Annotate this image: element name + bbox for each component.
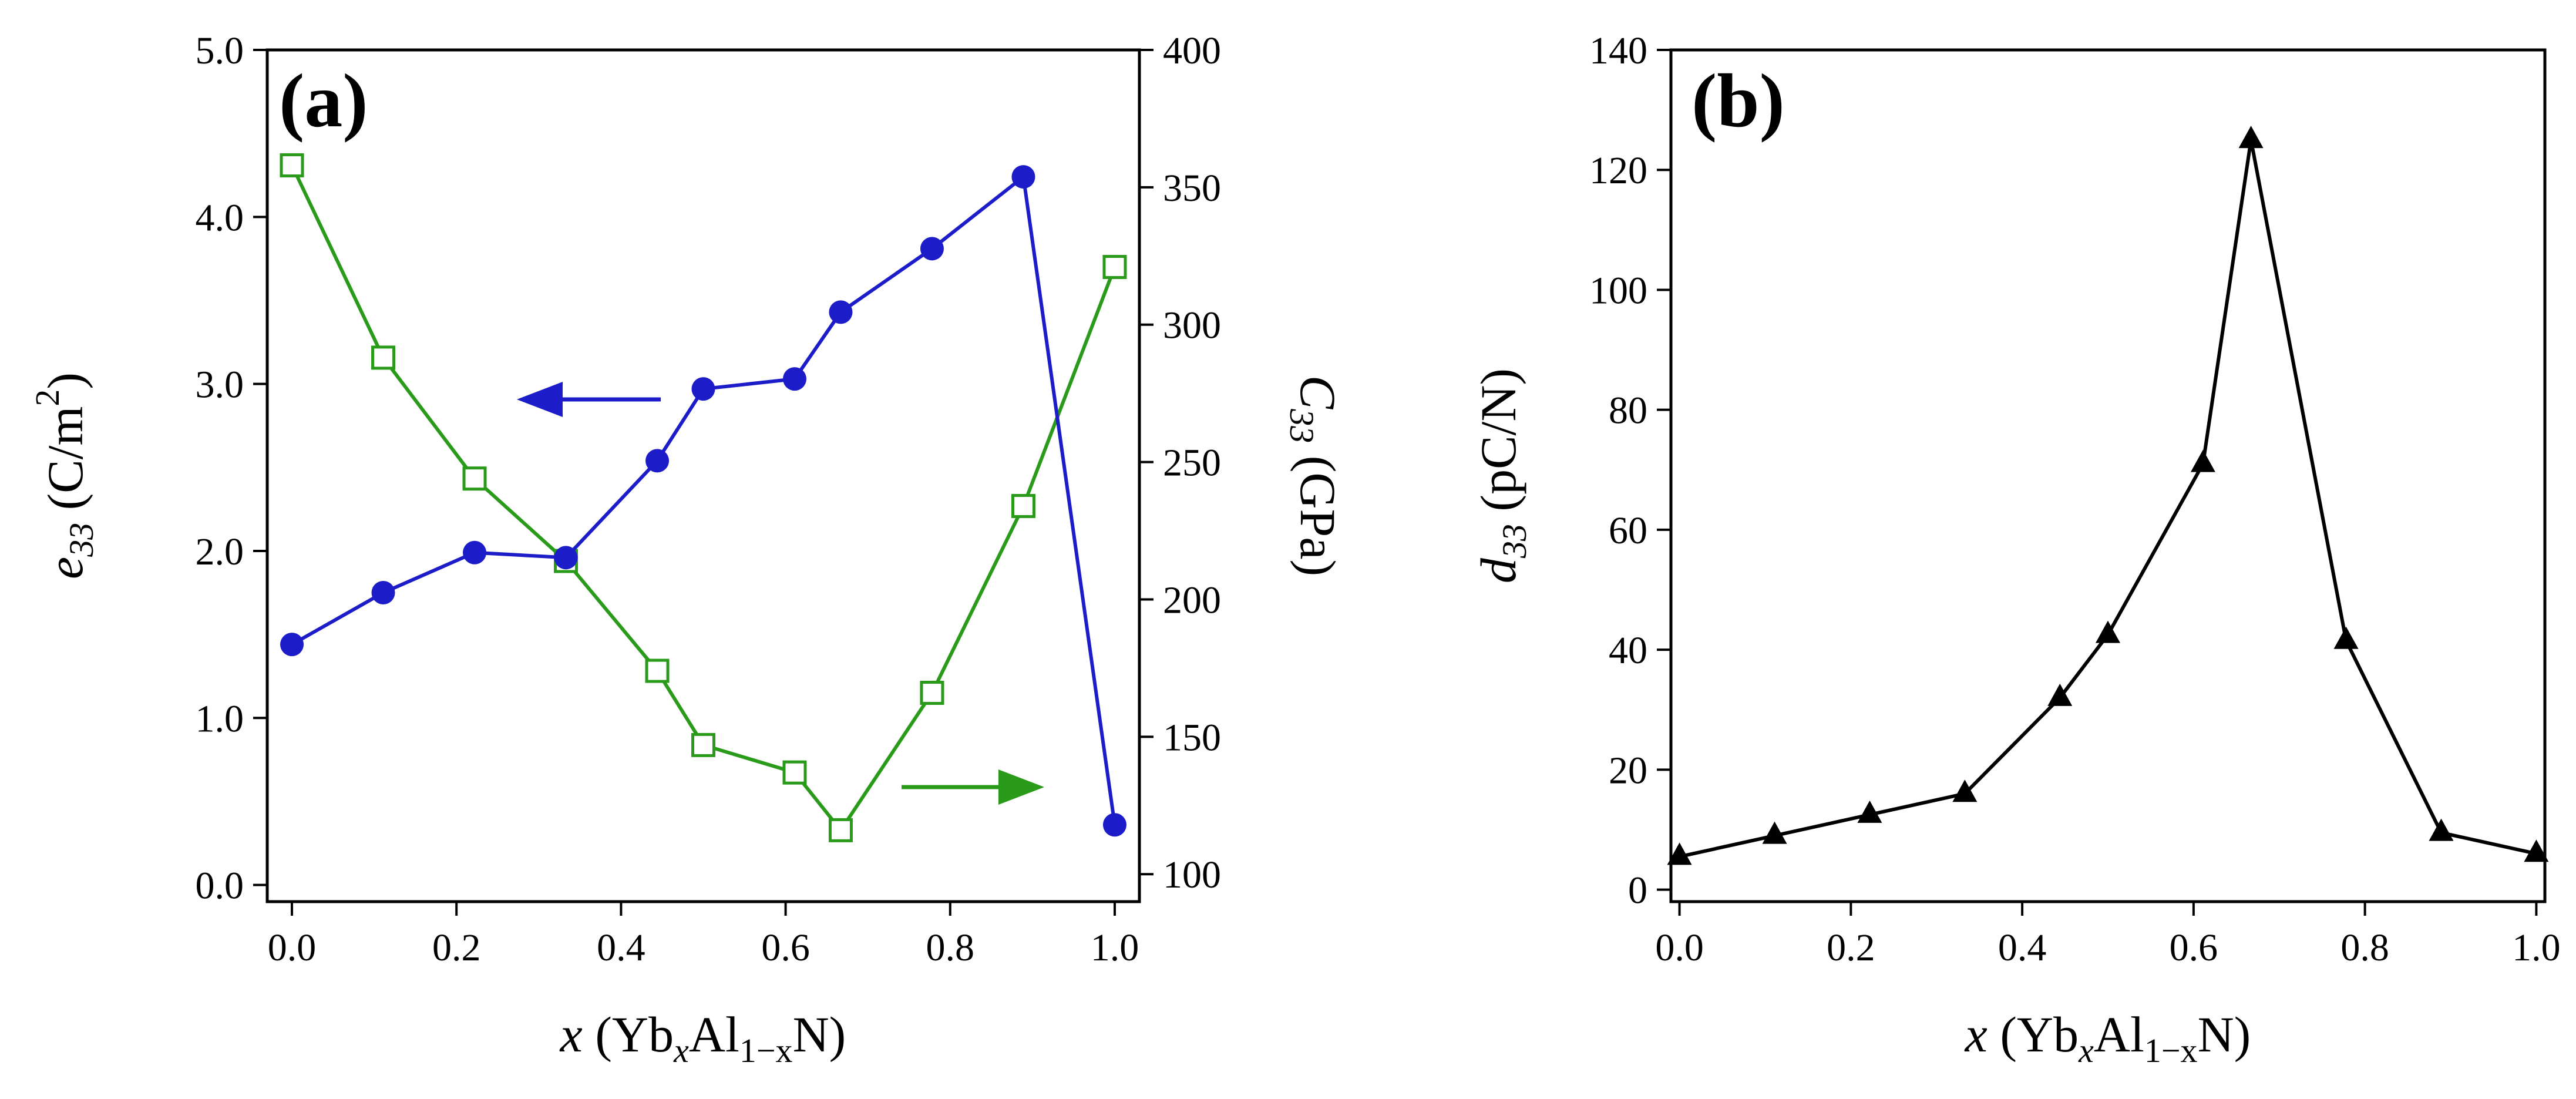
panel-a-left-y-tick-label: 2.0	[196, 530, 244, 573]
panel-a-left-y-tick-label: 0.0	[196, 865, 244, 908]
c33-right-axis-arrowhead	[998, 769, 1044, 805]
panel-a-arrows	[517, 382, 1044, 805]
panel-b-x-axis-title: x (YbxAl1−xN)	[1964, 1006, 2251, 1070]
panel-a-x-tick-label: 0.2	[432, 926, 481, 969]
panel-a-right-y-tick-label: 150	[1163, 716, 1221, 759]
panel-a-x-tick-label: 1.0	[1091, 926, 1139, 969]
e33-series-point	[1011, 165, 1035, 189]
panel-b-y-tick-label: 40	[1609, 629, 1647, 672]
panel-a-x-axis-title: x (YbxAl1−xN)	[559, 1006, 846, 1070]
d33-series-point	[2096, 620, 2120, 643]
panel-a-right-y-tick-label: 400	[1163, 29, 1221, 72]
panel-b-x-tick-label: 1.0	[2512, 926, 2561, 969]
panel-a-right-y-tick-label: 300	[1163, 304, 1221, 347]
c33-series-point	[371, 345, 396, 370]
c33-series-point	[462, 466, 487, 491]
panel-b-y-tick-label: 120	[1589, 149, 1647, 192]
panel-a-right-y-axis-title: C33 (GPa)	[1283, 375, 1346, 576]
c33-series-point	[782, 760, 807, 785]
panel-a-x-tick-label: 0.6	[761, 926, 810, 969]
panel-b-y-tick-label: 140	[1589, 29, 1647, 72]
panel-b-y-tick-label: 20	[1609, 749, 1647, 792]
panel-b-y-axis-title: d33 (pC/N)	[1470, 368, 1534, 583]
e33-series-point	[829, 300, 853, 324]
panel-b-x-tick-label: 0.0	[1655, 926, 1704, 969]
e33-series-line	[291, 175, 1117, 825]
panel-b-plot-frame	[1669, 48, 2547, 903]
e33-left-axis-arrowhead	[517, 382, 563, 417]
e33-series-point	[371, 581, 395, 605]
panel-a-label: (a)	[279, 59, 368, 143]
d33-series-point	[2429, 818, 2454, 841]
d33-series-point	[1857, 800, 1882, 823]
panel-a-plot-frame	[265, 48, 1141, 903]
panel-b-series	[1667, 126, 2549, 865]
panel-a-left-y-axis-title: e33 (C/m2)	[28, 372, 100, 579]
panel-a-right-y-ticks: 100 150 200 250 300 350 400	[1139, 29, 1221, 896]
e33-series-point	[280, 633, 304, 657]
d33-series-point	[2238, 126, 2264, 149]
panel-b-y-tick-label: 80	[1609, 389, 1647, 432]
c33-series-point	[1011, 493, 1035, 518]
d33-series-line	[1679, 138, 2537, 859]
e33-series-point	[1102, 813, 1126, 837]
panel-a-left-y-tick-label: 3.0	[196, 364, 244, 406]
panel-b-y-tick-label: 0	[1628, 869, 1647, 912]
d33-series-point	[2190, 449, 2215, 472]
e33-series-point	[554, 546, 578, 570]
panel-a-right-y-tick-label: 100	[1163, 853, 1221, 896]
panel-b-x-tick-label: 0.8	[2340, 926, 2389, 969]
e33-series-point	[463, 540, 487, 564]
panel-a-right-y-tick-label: 250	[1163, 442, 1221, 485]
panel-a-left-y-tick-label: 5.0	[196, 29, 244, 72]
c33-series-point	[1102, 255, 1127, 280]
d33-series-point	[2047, 683, 2073, 706]
c33-series-point	[828, 818, 853, 842]
c33-series-line	[290, 164, 1117, 832]
panel-a-x-tick-label: 0.4	[597, 926, 645, 969]
panel-a-chart: 0.0 0.2 0.4 0.6 0.8 1.0 0.0 1.0 2.0 3.0 4.0 5.0 10…	[28, 29, 1346, 1070]
panel-a-x-ticks: 0.0 0.2 0.4 0.6 0.8 1.0	[268, 902, 1139, 969]
panel-b-y-ticks: 0 20 40 60 80 100 120 140	[1589, 29, 1671, 912]
panel-a-left-y-tick-label: 1.0	[196, 697, 244, 740]
panel-b-chart: 0.0 0.2 0.4 0.6 0.8 1.0 0 20 40 60 80 100 120 140 (b…	[1470, 29, 2561, 1070]
panel-a-left-y-tick-label: 4.0	[196, 196, 244, 239]
panel-a-x-tick-label: 0.0	[268, 926, 317, 969]
panel-a-right-y-tick-label: 350	[1163, 167, 1221, 210]
d33-series-point	[1952, 779, 1978, 802]
d33-series-point	[2524, 839, 2549, 862]
d33-series-point	[1762, 821, 1787, 844]
panel-b-x-tick-label: 0.2	[1827, 926, 1875, 969]
panel-b-x-tick-label: 0.6	[2170, 926, 2218, 969]
panel-a-x-tick-label: 0.8	[926, 926, 975, 969]
c33-series-point	[645, 658, 670, 683]
panel-b-label: (b)	[1691, 59, 1785, 143]
panel-b-x-tick-label: 0.4	[1998, 926, 2047, 969]
c33-series-point	[280, 153, 304, 177]
panel-b-y-tick-label: 100	[1589, 269, 1647, 312]
e33-series-point	[783, 367, 807, 391]
panel-a-left-y-ticks: 0.0 1.0 2.0 3.0 4.0 5.0	[196, 29, 267, 908]
d33-series-point	[1667, 842, 1692, 865]
panel-b-y-tick-label: 60	[1609, 509, 1647, 552]
c33-series-point	[920, 681, 944, 705]
panel-b-x-ticks: 0.0 0.2 0.4 0.6 0.8 1.0	[1655, 902, 2561, 969]
panel-a-right-y-tick-label: 200	[1163, 579, 1221, 621]
d33-series-point	[2333, 626, 2359, 649]
c33-series-point	[691, 732, 715, 757]
e33-series-point	[645, 449, 670, 473]
e33-series-point	[920, 237, 944, 261]
e33-series-point	[691, 377, 715, 401]
panel-a-series	[280, 153, 1127, 842]
